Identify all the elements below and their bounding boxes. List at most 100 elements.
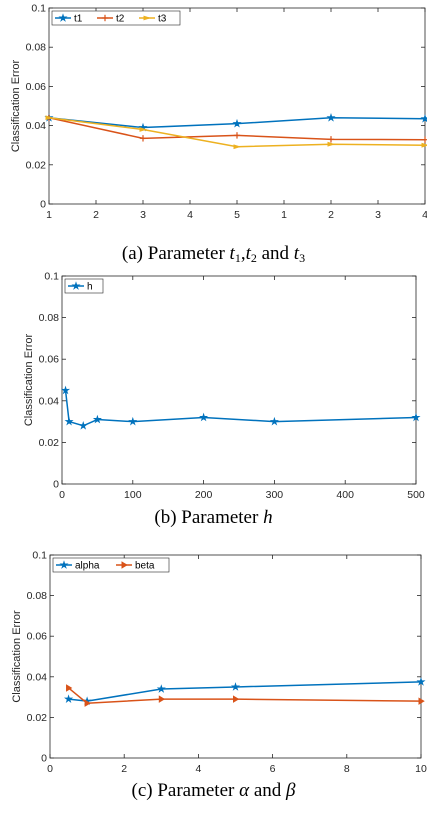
chart-a-series-t2-point xyxy=(139,135,147,142)
chart-a-xtick-label: 1 xyxy=(46,209,52,221)
chart-a-series-t3-point xyxy=(421,142,427,148)
caption-a-and: and xyxy=(256,243,294,264)
chart-a-xtick-label: 1 xyxy=(281,209,287,221)
chart-c-ytick-label: 0.02 xyxy=(27,712,48,724)
chart-a-xtick-label: 3 xyxy=(140,209,146,221)
chart-b-legend-label-h: h xyxy=(87,282,93,293)
chart-a-xtick-label: 4 xyxy=(422,209,427,221)
chart-b-ytick-label: 0.02 xyxy=(39,437,60,449)
chart-c-series-beta-point xyxy=(233,695,240,703)
chart-b-series-h-point xyxy=(60,385,71,395)
chart-a-ytick-label: 0.08 xyxy=(26,42,47,54)
caption-b-prefix: (b) Parameter xyxy=(154,507,264,528)
caption-a-sub1: 1 xyxy=(234,251,241,265)
chart-b-xtick-label: 500 xyxy=(407,489,425,501)
chart-a-ytick-label: 0.02 xyxy=(26,159,47,171)
caption-c-and: and xyxy=(249,780,287,801)
chart-c-svg: 0 0.02 0.04 0.06 0.08 0.1 0 2 4 6 8 10 Classificatio… xyxy=(11,550,427,776)
caption-a-t1: t xyxy=(229,243,235,264)
chart-a-series-t3-point xyxy=(327,141,336,147)
caption-c: (c) Parameter α and β xyxy=(0,779,427,803)
caption-a-sep: , xyxy=(240,243,246,264)
chart-b-series-h-point xyxy=(78,420,88,430)
chart-c-series-beta-point xyxy=(158,695,166,703)
chart-a-ytick-label: 0.04 xyxy=(26,120,47,132)
chart-a-legend-marker-t2 xyxy=(101,14,109,22)
chart-c-series-beta-point xyxy=(418,697,425,705)
chart-a-legend-marker-t1 xyxy=(58,13,68,22)
chart-a-series-t3-point xyxy=(45,115,54,121)
caption-a-t3: t xyxy=(293,243,300,264)
chart-b-xtick-label: 300 xyxy=(266,489,284,501)
chart-c-series-beta-point xyxy=(84,699,91,707)
chart-a-series-t1-point xyxy=(326,112,336,122)
chart-b-xtick-label: 200 xyxy=(195,489,213,501)
chart-b-series-h-point xyxy=(199,412,209,422)
chart-c-ytick-label: 0.04 xyxy=(27,671,48,683)
caption-c-beta: β xyxy=(286,780,296,801)
chart-a-legend-label-t2: t2 xyxy=(116,14,125,25)
chart-c-series-alpha-point xyxy=(64,694,74,703)
chart-a-series-t2-point xyxy=(327,136,335,143)
chart-a-ylabel: Classification Error xyxy=(10,60,22,153)
chart-a-legend-label-t1: t1 xyxy=(74,14,83,25)
chart-a-xtick-label: 4 xyxy=(187,209,193,221)
chart-c-legend-box xyxy=(52,557,170,573)
chart-a-svg: 0 0.02 0.04 0.06 0.08 0.1 1 2 3 4 5 1 2 3 4 Classificat… xyxy=(10,3,427,221)
caption-b-h: h xyxy=(263,507,273,528)
chart-c-ytick-label: 0 xyxy=(41,753,47,765)
chart-b-series-h-line xyxy=(64,390,417,427)
chart-c-series-alpha-point xyxy=(416,677,426,686)
caption-c-alpha: α xyxy=(239,780,250,801)
chart-panel-a: 0 0.02 0.04 0.06 0.08 0.1 1 2 3 4 5 1 2 3 4 Classificat… xyxy=(0,0,427,270)
chart-c-legend-marker-alpha xyxy=(59,560,69,569)
caption-a-sub3: 3 xyxy=(299,251,306,265)
chart-c-legend-marker-beta xyxy=(121,561,128,569)
chart-a-series-t1-point xyxy=(420,113,427,123)
chart-b-series-h-point xyxy=(269,416,279,426)
chart-panel-b: 0 0.02 0.04 0.06 0.08 0.1 0 100 200 300 400 500 Clas… xyxy=(0,270,427,545)
chart-b-ylabel: Classification Error xyxy=(23,334,35,427)
chart-b-series-h-point xyxy=(128,416,138,426)
chart-a-ytick-label: 0.1 xyxy=(31,3,46,15)
chart-b-xtick-label: 400 xyxy=(336,489,354,501)
chart-c-series-alpha-point xyxy=(156,684,166,693)
chart-a-xtick-label: 3 xyxy=(375,209,381,221)
chart-a-series-t2-point xyxy=(421,136,427,143)
chart-b-axes-box xyxy=(61,275,417,485)
chart-c-ytick-label: 0.06 xyxy=(27,631,48,643)
chart-c-legend-label-beta: beta xyxy=(135,561,155,572)
chart-c-axes-box xyxy=(49,554,422,759)
chart-a-xtick-label: 2 xyxy=(328,209,334,221)
chart-panel-c: 0 0.02 0.04 0.06 0.08 0.1 0 2 4 6 8 10 Classificatio… xyxy=(0,545,427,815)
chart-c-series-alpha-point xyxy=(230,682,241,691)
chart-a-xtick-label: 5 xyxy=(234,209,240,221)
chart-c-xtick-label: 2 xyxy=(121,763,127,775)
chart-b-ytick-label: 0 xyxy=(53,479,59,491)
chart-c-legend-label-alpha: alpha xyxy=(75,561,100,572)
chart-a-legend-box xyxy=(51,10,181,26)
chart-b-series-h-point xyxy=(64,416,74,426)
chart-b-xtick-label: 100 xyxy=(124,489,142,501)
chart-b-ytick-label: 0.1 xyxy=(44,271,59,283)
chart-a-xtick-label: 2 xyxy=(93,209,99,221)
chart-c-series-beta-point xyxy=(66,684,73,692)
chart-b-ytick-label: 0.06 xyxy=(39,354,60,366)
chart-b-legend-marker-h xyxy=(71,281,81,290)
chart-a-legend-label-t3: t3 xyxy=(158,14,167,25)
chart-a-legend-marker-t3 xyxy=(143,15,152,21)
chart-b-xtick-label: 0 xyxy=(59,489,65,501)
chart-a-series-t1-point xyxy=(232,118,242,128)
chart-c-xtick-label: 6 xyxy=(270,763,276,775)
chart-a-ytick-label: 0.06 xyxy=(26,81,47,93)
caption-a-sub2: 2 xyxy=(250,251,257,265)
caption-a: (a) Parameter t1,t2 and t3 xyxy=(0,242,427,266)
chart-c-xtick-label: 4 xyxy=(195,763,201,775)
chart-c-xtick-label: 8 xyxy=(344,763,350,775)
chart-a-ytick-label: 0 xyxy=(40,199,46,211)
chart-c-xtick-label: 10 xyxy=(415,763,427,775)
chart-c-ylabel: Classification Error xyxy=(11,610,23,703)
caption-a-prefix: (a) Parameter xyxy=(121,243,230,264)
caption-c-prefix: (c) Parameter xyxy=(131,780,240,801)
chart-a-series-t3-point xyxy=(139,127,148,132)
